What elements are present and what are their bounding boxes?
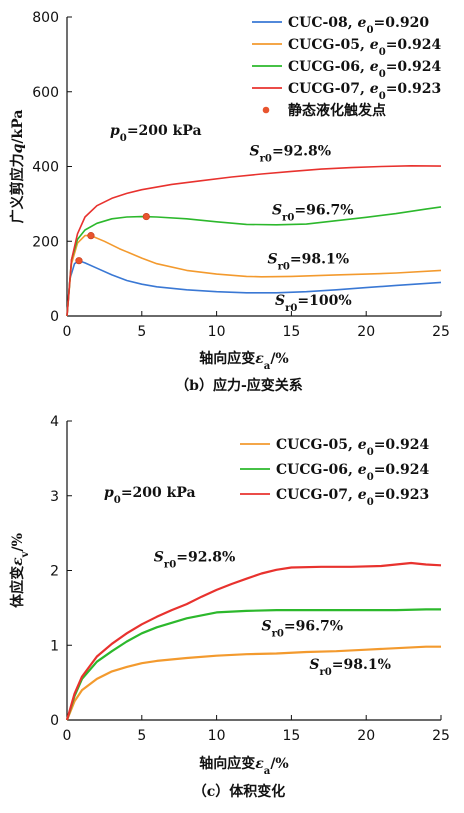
x-tick-label: 10 — [208, 728, 226, 744]
series-annotation: Sr0​=96.7% — [261, 618, 343, 639]
y-tick-label: 0 — [50, 713, 59, 729]
y-tick-label: 400 — [32, 160, 59, 176]
x-tick-label: 10 — [208, 324, 226, 340]
y-tick-label: 0 — [50, 309, 59, 325]
liquefaction-trigger-point — [142, 212, 150, 221]
liquefaction-trigger-point — [75, 257, 83, 265]
series-annotation: Sr0​=98.1% — [309, 657, 391, 678]
x-tick-label: 15 — [282, 728, 300, 744]
x-tick-label: 0 — [63, 728, 72, 744]
y-tick-label: 1 — [50, 638, 59, 654]
x-axis-title: 轴向应变εa​/% — [199, 755, 288, 777]
series-annotation: Sr0​=96.7% — [272, 202, 354, 223]
series-line-cucg-07 — [66, 165, 442, 317]
y-axis-title: 体应变εv​/% — [9, 533, 31, 608]
legend-label: CUCG-06, e0​=0.924 — [276, 462, 430, 483]
x-tick-label: 20 — [357, 728, 375, 744]
x-tick-label: 15 — [282, 324, 300, 340]
series-line-cucg-07 — [65, 561, 442, 721]
legend-marker — [262, 106, 270, 114]
legend-label: CUCG-06, e0​=0.924 — [288, 59, 442, 80]
x-tick-label: 25 — [432, 324, 450, 340]
y-tick-label: 4 — [50, 414, 59, 430]
chart-panel-stress-strain: 0 5 10 15 20 25 0 200 400 600 800 轴向应变εa​/% 广义剪应力q/k… — [9, 10, 450, 394]
legend: CUCG-05, e0​=0.924 CUCG-06, e0​=0.924 CUCG… — [240, 437, 430, 508]
figure-caption: （c）体积变化 — [193, 783, 286, 800]
x-axis-title: 轴向应变εa​/% — [199, 350, 288, 372]
figure-caption: （b）应力-应变关系 — [175, 377, 303, 394]
legend-label: CUCG-07, e0​=0.923 — [276, 487, 429, 508]
series-annotation: Sr0​=92.8% — [250, 143, 332, 164]
y-tick-label: 3 — [50, 489, 59, 505]
x-tick-label: 20 — [357, 324, 375, 340]
y-tick-label: 800 — [32, 10, 59, 26]
y-tick-label: 600 — [32, 85, 59, 101]
legend-label: CUCG-05, e0​=0.924 — [276, 437, 430, 458]
series-line-cucg-06 — [66, 206, 442, 317]
x-tick-label: 0 — [63, 324, 72, 340]
series-line-cuc-08 — [66, 259, 442, 317]
series-line-cucg-05 — [65, 645, 441, 721]
series-line-cucg-05 — [66, 234, 442, 317]
x-tick-label: 5 — [137, 728, 146, 744]
series-annotation: Sr0​=100% — [275, 293, 352, 314]
series-annotation: Sr0​=92.8% — [154, 550, 236, 571]
condition-label: p0​=200 kPa — [104, 485, 196, 506]
legend-label: CUCG-05, e0​=0.924 — [288, 37, 442, 58]
legend-label: 静态液化触发点 — [288, 102, 386, 119]
y-tick-label: 2 — [50, 564, 59, 580]
y-tick-label: 200 — [32, 234, 59, 250]
series-line-cucg-06 — [65, 608, 441, 721]
condition-label: p0​=200 kPa — [110, 123, 202, 144]
x-tick-label: 5 — [137, 324, 146, 340]
legend-label: CUC-08, e0​=0.920 — [288, 15, 429, 36]
chart-panel-volume-change: 0 5 10 15 20 25 0 1 2 3 4 轴向应变εa​/% 体应变εv​/% （c）体积变化 S… — [9, 414, 450, 800]
series-annotation: Sr0​=98.1% — [267, 252, 349, 273]
legend-label: CUCG-07, e0​=0.923 — [288, 81, 441, 102]
y-axis-title: 广义剪应力q/kPa — [9, 110, 26, 224]
x-tick-label: 25 — [432, 728, 450, 744]
liquefaction-trigger-point — [87, 232, 95, 240]
